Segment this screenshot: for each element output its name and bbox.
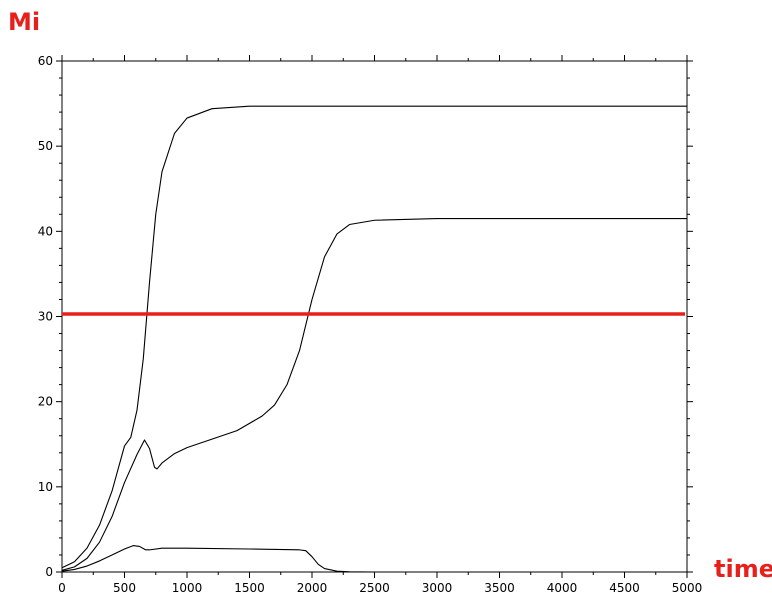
y-tick-label: 0 [45,565,53,579]
y-tick-label: 40 [38,224,53,238]
y-tick-label: 30 [38,310,53,324]
x-tick-label: 0 [58,581,66,595]
x-tick-label: 2000 [297,581,328,595]
x-tick-label: 4000 [547,581,578,595]
series-line-2 [61,218,687,571]
x-tick-label: 4500 [609,581,640,595]
x-tick-label: 3500 [484,581,515,595]
x-axis-ticks: 0 500 1000 1500 2000 2500 3000 3500 4000 4500 5000 [58,55,702,595]
y-tick-label: 10 [38,480,53,494]
plot-frame [61,60,688,573]
y-axis-ticks: 0 10 20 30 40 50 60 [38,54,693,579]
x-tick-label: 500 [113,581,136,595]
x-tick-label: 1500 [234,581,265,595]
series-line-1 [61,105,687,569]
x-tick-label: 1000 [172,581,203,595]
x-axis-label: time [714,555,772,583]
y-axis-label: Mi [8,8,41,36]
series-layer [61,105,687,573]
x-tick-label: 3000 [422,581,453,595]
x-tick-label: 5000 [672,581,703,595]
y-tick-label: 60 [38,54,53,68]
y-tick-label: 20 [38,395,53,409]
series-line-3 [61,545,687,573]
x-tick-label: 2500 [359,581,390,595]
y-tick-label: 50 [38,139,53,153]
